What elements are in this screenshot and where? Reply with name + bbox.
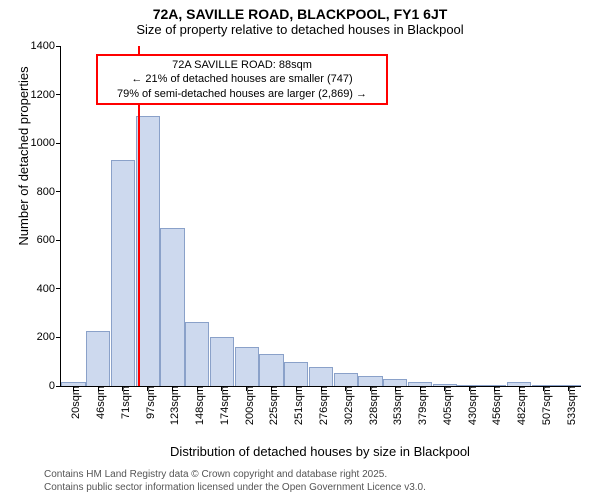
x-tick-label: 225sqm: [262, 386, 280, 425]
footer-line-2: Contains public sector information licen…: [44, 481, 426, 494]
x-tick-label: 276sqm: [312, 386, 330, 425]
x-axis-label: Distribution of detached houses by size …: [60, 444, 580, 459]
x-tick-label: 430sqm: [461, 386, 479, 425]
histogram-bar: [235, 347, 259, 386]
y-tick-label: 0: [49, 380, 61, 392]
x-tick-label: 97sqm: [139, 386, 157, 419]
x-tick-label: 148sqm: [188, 386, 206, 425]
histogram-bar: [160, 228, 184, 386]
annotation-line: ← 21% of detached houses are smaller (74…: [102, 72, 382, 86]
footer-line-1: Contains HM Land Registry data © Crown c…: [44, 468, 426, 481]
annotation-box: 72A SAVILLE ROAD: 88sqm← 21% of detached…: [96, 54, 388, 105]
y-tick-label: 400: [37, 283, 61, 295]
x-tick-label: 174sqm: [213, 386, 231, 425]
histogram-chart: 72A, SAVILLE ROAD, BLACKPOOL, FY1 6JT Si…: [0, 0, 600, 500]
x-tick-label: 456sqm: [485, 386, 503, 425]
y-tick-label: 1200: [31, 89, 61, 101]
annotation-line: 79% of semi-detached houses are larger (…: [102, 87, 382, 101]
x-tick-label: 200sqm: [238, 386, 256, 425]
y-tick-label: 800: [37, 186, 61, 198]
annotation-line: 72A SAVILLE ROAD: 88sqm: [102, 58, 382, 72]
x-tick-label: 482sqm: [510, 386, 528, 425]
histogram-bar: [259, 354, 283, 386]
x-tick-label: 507sqm: [535, 386, 553, 425]
x-tick-label: 71sqm: [114, 386, 132, 419]
x-tick-label: 405sqm: [436, 386, 454, 425]
x-tick-label: 379sqm: [411, 386, 429, 425]
x-tick-label: 46sqm: [89, 386, 107, 419]
y-tick-label: 1400: [31, 40, 61, 52]
histogram-bar: [185, 322, 209, 386]
x-tick-label: 533sqm: [560, 386, 578, 425]
histogram-bar: [334, 373, 358, 386]
chart-subtitle: Size of property relative to detached ho…: [0, 22, 600, 37]
y-axis-label: Number of detached properties: [16, 0, 31, 326]
x-tick-label: 328sqm: [362, 386, 380, 425]
histogram-bar: [358, 376, 382, 386]
histogram-bar: [210, 337, 234, 386]
histogram-bar: [383, 379, 407, 386]
histogram-bar: [309, 367, 333, 386]
chart-title: 72A, SAVILLE ROAD, BLACKPOOL, FY1 6JT: [0, 0, 600, 22]
x-tick-label: 123sqm: [163, 386, 181, 425]
x-tick-label: 302sqm: [337, 386, 355, 425]
histogram-bar: [284, 362, 308, 386]
x-tick-label: 353sqm: [386, 386, 404, 425]
histogram-bar: [86, 331, 110, 386]
histogram-bar: [111, 160, 135, 386]
y-tick-label: 1000: [31, 137, 61, 149]
footer-attribution: Contains HM Land Registry data © Crown c…: [44, 468, 426, 494]
x-tick-label: 20sqm: [64, 386, 82, 419]
x-tick-label: 251sqm: [287, 386, 305, 425]
y-tick-label: 200: [37, 331, 61, 343]
y-tick-label: 600: [37, 234, 61, 246]
